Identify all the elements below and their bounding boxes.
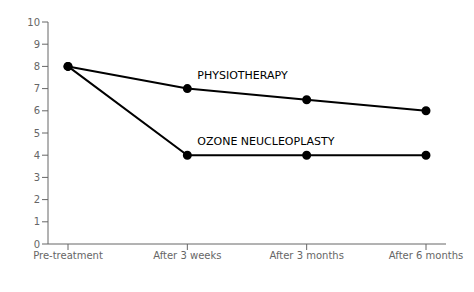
svg-text:After 3 weeks: After 3 weeks bbox=[153, 250, 221, 261]
svg-text:10: 10 bbox=[27, 17, 40, 28]
svg-text:0: 0 bbox=[34, 239, 40, 250]
svg-text:6: 6 bbox=[34, 105, 40, 116]
svg-text:7: 7 bbox=[34, 83, 40, 94]
svg-text:4: 4 bbox=[34, 150, 40, 161]
svg-text:Pre-treatment: Pre-treatment bbox=[33, 250, 103, 261]
svg-text:8: 8 bbox=[34, 61, 40, 72]
svg-text:9: 9 bbox=[34, 39, 40, 50]
svg-text:After 6 months: After 6 months bbox=[389, 250, 463, 261]
svg-text:1: 1 bbox=[34, 216, 40, 227]
svg-text:After 3 months: After 3 months bbox=[269, 250, 343, 261]
svg-text:OZONE NEUCLEOPLASTY: OZONE NEUCLEOPLASTY bbox=[197, 135, 334, 148]
svg-text:5: 5 bbox=[34, 128, 40, 139]
svg-text:3: 3 bbox=[34, 172, 40, 183]
svg-text:PHYSIOTHERAPY: PHYSIOTHERAPY bbox=[197, 69, 288, 82]
svg-text:2: 2 bbox=[34, 194, 40, 205]
